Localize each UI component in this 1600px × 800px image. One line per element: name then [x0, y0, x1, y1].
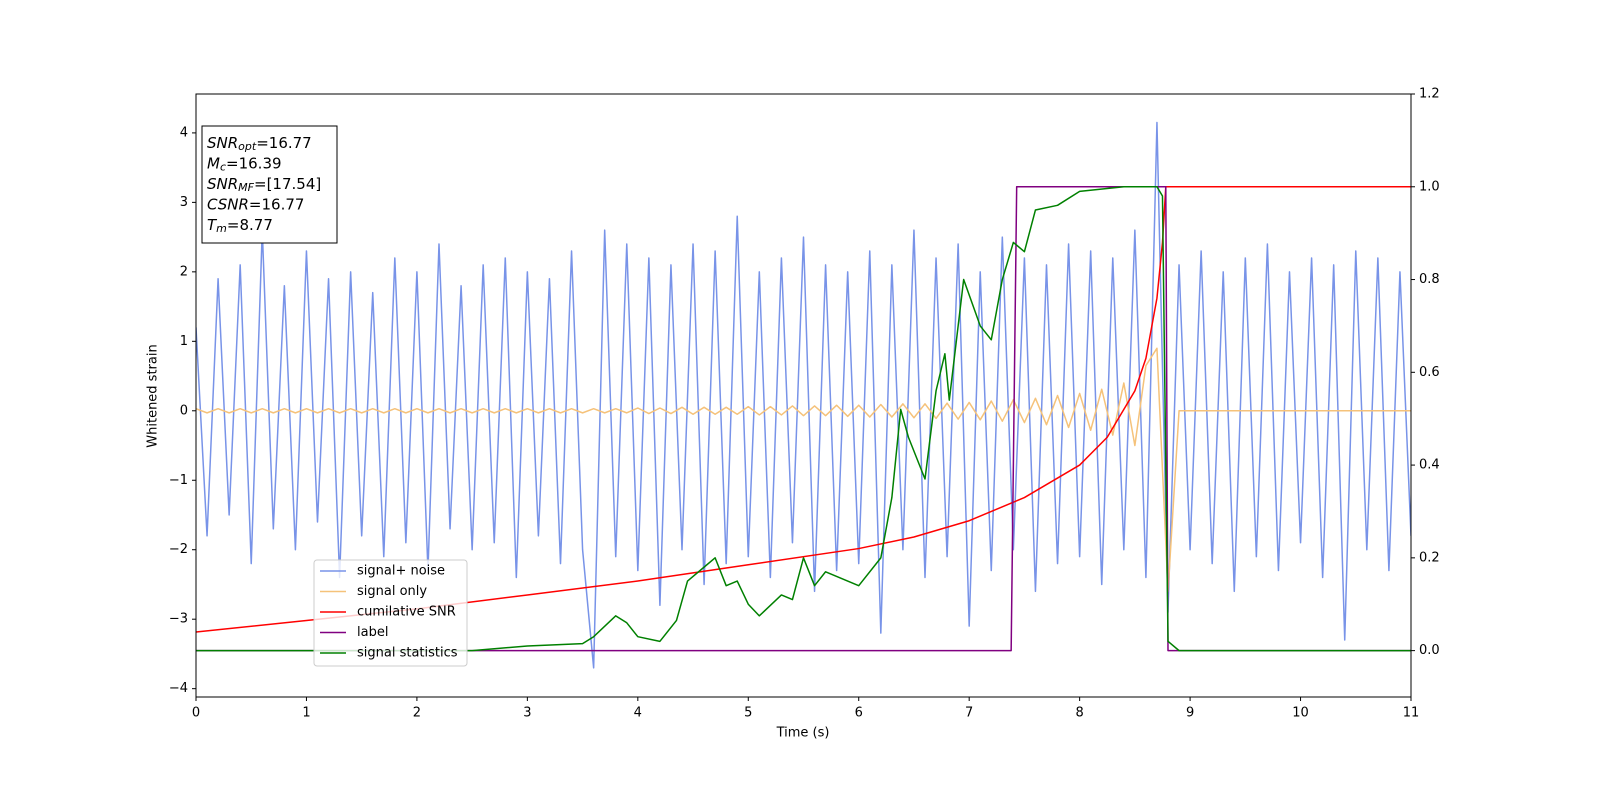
- x-tick-label: 2: [413, 706, 421, 721]
- y2-tick-label: 0.6: [1419, 365, 1440, 380]
- axes-frame: [195, 93, 1412, 698]
- x-tick-label: 3: [523, 706, 531, 721]
- y-axis-label: Whitened strain: [146, 344, 161, 447]
- annotation-symbol: T: [207, 216, 218, 234]
- annotation-subscript: opt: [238, 140, 257, 153]
- y2-tick-label: 0.0: [1419, 643, 1440, 658]
- y-tick-label: −1: [169, 473, 188, 488]
- annotation-line: SNRMF=[17.54]: [207, 175, 321, 195]
- annotation-value: =16.39: [226, 154, 282, 172]
- annotation-line: Tm=8.77: [207, 216, 273, 236]
- plot-area: [196, 121, 1411, 669]
- y-tick-label: −4: [169, 681, 188, 696]
- y2-tick-label: 1.2: [1419, 87, 1440, 102]
- x-tick-label: 5: [744, 706, 752, 721]
- annotation-frame: [201, 125, 338, 244]
- x-tick-label: 4: [634, 706, 642, 721]
- series-line: [196, 186, 1411, 633]
- y2-tick-label: 1.0: [1419, 179, 1440, 194]
- x-tick-label: 1: [302, 706, 310, 721]
- annotation-line: CSNR=16.77: [207, 195, 304, 213]
- y-tick-label: 1: [180, 334, 188, 349]
- series-line: [196, 121, 1411, 669]
- legend-frame: [313, 559, 468, 667]
- legend-label: label: [357, 625, 388, 640]
- x-tick-label: 10: [1292, 706, 1309, 721]
- annotation-value: =16.77: [249, 195, 305, 213]
- y2-tick-label: 0.2: [1419, 550, 1440, 565]
- y-tick-label: −2: [169, 542, 188, 557]
- y2-tick-label: 0.8: [1419, 272, 1440, 287]
- legend-label: signal statistics: [357, 646, 458, 661]
- series-line: [196, 347, 1411, 593]
- y-tick-label: 4: [180, 125, 188, 140]
- y-tick-label: 3: [180, 195, 188, 210]
- legend: signal+ noise signal only cumilative SNR la…: [313, 559, 468, 667]
- legend-label: signal+ noise: [357, 564, 445, 579]
- x-tick-label: 9: [1186, 706, 1194, 721]
- x-tick-label: 6: [855, 706, 863, 721]
- x-tick-label: 7: [965, 706, 973, 721]
- annotation-symbol: SNR: [207, 175, 238, 193]
- x-tick-label: 11: [1403, 706, 1420, 721]
- y-tick-label: 0: [180, 403, 188, 418]
- y-tick-label: 2: [180, 264, 188, 279]
- y2-tick-label: 0.4: [1419, 458, 1440, 473]
- annotation-box: SNRopt=16.77Mc=16.39SNRMF=[17.54]CSNR=16…: [201, 125, 338, 244]
- annotation-subscript: MF: [238, 181, 254, 194]
- annotation-line: SNRopt=16.77: [207, 134, 312, 154]
- legend-label: signal only: [357, 584, 427, 599]
- annotation-line: Mc=16.39: [207, 154, 282, 174]
- annotation-symbol: M: [207, 154, 220, 172]
- annotation-value: =8.77: [227, 216, 273, 234]
- legend-label: cumilative SNR: [357, 605, 456, 620]
- annotation-value: =16.77: [256, 134, 312, 152]
- series-line: [196, 186, 1411, 652]
- annotation-subscript: m: [216, 222, 227, 235]
- annotation-value: =[17.54]: [254, 175, 321, 193]
- annotation-symbol: SNR: [207, 134, 238, 152]
- y-tick-label: −3: [169, 612, 188, 627]
- annotation-subscript: c: [220, 161, 226, 174]
- x-axis-label: Time (s): [776, 726, 830, 741]
- x-tick-label: 8: [1075, 706, 1083, 721]
- annotation-symbol: CSNR: [207, 195, 249, 213]
- x-tick-label: 0: [192, 706, 200, 721]
